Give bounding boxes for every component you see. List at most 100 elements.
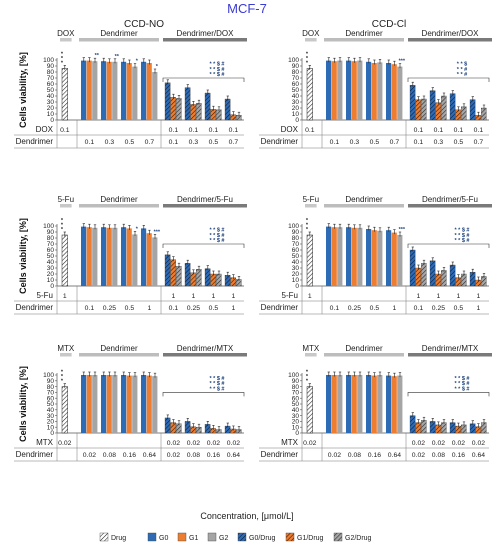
- y-tick-label: 80: [292, 235, 300, 242]
- bar-dendrimer: [112, 375, 118, 433]
- significance-marker: * * $ #: [455, 233, 470, 239]
- y-tick-label: 20: [292, 419, 300, 426]
- row-label: Dendrimer: [261, 303, 299, 312]
- bar-combination: [224, 275, 231, 287]
- bar-combination: [204, 92, 211, 121]
- bar-combination: [481, 422, 487, 434]
- y-tick-label: 0: [295, 283, 299, 290]
- group-header-label: Dendrimer/DOX: [177, 29, 235, 38]
- significance-marker: *: [61, 379, 64, 385]
- y-tick-label: 70: [47, 75, 55, 82]
- bar-dendrimer: [112, 227, 118, 286]
- significance-marker: * * $ #: [210, 233, 225, 239]
- bar-combination: [184, 87, 191, 121]
- row-value: 0.02: [227, 440, 240, 447]
- row-label: Dendrimer: [16, 450, 54, 459]
- bar-combination: [449, 93, 456, 121]
- group-header-bar: [305, 38, 317, 42]
- row-value: 1: [308, 293, 312, 300]
- significance-marker: * * $ #: [455, 376, 470, 382]
- bar-combination: [170, 422, 176, 434]
- bar-drug-alone: [306, 234, 313, 287]
- y-tick-label: 40: [47, 93, 55, 100]
- bar-combination: [441, 270, 447, 287]
- bar-combination: [224, 98, 231, 121]
- row-value: 1: [172, 293, 176, 300]
- row-value: 0.1: [85, 305, 95, 312]
- row-value: 0.64: [143, 452, 156, 459]
- row-label: 5-Fu: [37, 291, 53, 300]
- bar-combination: [409, 415, 416, 434]
- bar-dendrimer: [397, 375, 403, 433]
- bar-drug-alone: [61, 68, 68, 121]
- y-tick-label: 60: [292, 395, 300, 402]
- bar-dendrimer: [331, 227, 337, 286]
- bar-dendrimer: [351, 375, 357, 433]
- panel-title: CCD-NO: [124, 19, 164, 30]
- row-value: 0.02: [412, 452, 425, 459]
- bar-dendrimer: [86, 227, 92, 286]
- significance-marker: *: [61, 56, 64, 62]
- row-value: 0.5: [209, 305, 219, 312]
- bar-dendrimer: [371, 63, 377, 120]
- row-value: 0.1: [330, 305, 340, 312]
- legend-swatch: [285, 532, 295, 542]
- group-header-bar: [79, 204, 159, 208]
- y-tick-label: 100: [43, 57, 54, 64]
- significance-marker: * * $: [457, 62, 467, 68]
- bar-combination: [216, 109, 222, 121]
- bar-dendrimer: [126, 63, 132, 120]
- group-header-bar: [163, 38, 247, 42]
- group-header-bar: [60, 204, 72, 208]
- row-value: 0.02: [412, 440, 425, 447]
- row-value: 0.5: [125, 139, 135, 146]
- significance-marker: * * #: [457, 67, 467, 73]
- significance-marker: *: [306, 60, 309, 66]
- row-value: 0.3: [189, 139, 199, 146]
- significance-marker: *: [306, 379, 309, 385]
- row-value: 0.1: [85, 139, 95, 146]
- row-value: 1: [232, 305, 236, 312]
- y-tick-label: 30: [292, 413, 300, 420]
- y-axis-label: Cells viability, [%]: [18, 52, 28, 128]
- bar-combination: [409, 85, 416, 121]
- bar-dendrimer: [146, 233, 152, 286]
- row-value: 0.08: [103, 452, 116, 459]
- bar-combination: [461, 273, 467, 287]
- group-header-label: DOX: [57, 29, 75, 38]
- significance-bracket: [407, 392, 490, 397]
- bar-dendrimer: [371, 375, 377, 433]
- bar-combination: [184, 263, 191, 287]
- bar-dendrimer: [391, 232, 397, 286]
- bar-drug-alone: [61, 386, 68, 434]
- bar-dendrimer: [397, 66, 403, 120]
- y-tick-label: 100: [43, 223, 54, 230]
- bar-combination: [170, 259, 176, 287]
- group-header-label: Dendrimer/DOX: [422, 29, 480, 38]
- bar-drug-alone: [61, 234, 68, 287]
- significance-bracket: [407, 243, 490, 248]
- row-value: 0.25: [432, 305, 445, 312]
- bar-dendrimer: [141, 61, 147, 120]
- bar-dendrimer: [121, 227, 127, 286]
- bar-combination: [204, 268, 211, 287]
- bar-combination: [469, 272, 476, 287]
- bar-dendrimer: [377, 62, 383, 120]
- significance-marker: *: [61, 60, 64, 66]
- significance-marker: * * $ #: [210, 376, 225, 382]
- bar-dendrimer: [366, 61, 372, 120]
- significance-bracket: [162, 243, 245, 248]
- significance-marker: *: [61, 223, 64, 229]
- bar-dendrimer: [101, 61, 107, 120]
- bar-combination: [216, 273, 222, 287]
- y-tick-label: 60: [47, 395, 55, 402]
- bar-combination: [415, 422, 421, 434]
- legend-label: G2: [219, 535, 228, 542]
- row-value: 0.1: [169, 127, 179, 134]
- legend-label: G1/Drug: [297, 535, 324, 542]
- bar-dendrimer: [337, 227, 343, 286]
- y-tick-label: 70: [292, 390, 300, 397]
- row-value: 0.16: [207, 452, 220, 459]
- significance-marker: *: [306, 56, 309, 62]
